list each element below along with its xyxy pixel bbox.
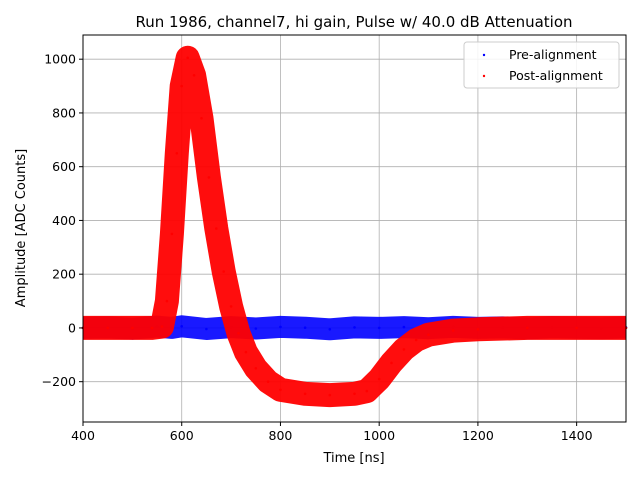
series-pre-alignment-point xyxy=(180,325,183,328)
series-post-alignment-point xyxy=(575,326,578,330)
x-tick-label: 400 xyxy=(71,428,95,443)
series-post-alignment-point xyxy=(229,305,233,308)
y-tick-label: 400 xyxy=(52,213,76,228)
series-post-alignment-point xyxy=(402,348,406,351)
series-post-alignment-point xyxy=(165,299,169,303)
series-post-alignment-point xyxy=(106,326,109,330)
series-post-alignment-point xyxy=(451,329,455,332)
series-post-alignment-point xyxy=(526,326,529,330)
series-post-alignment-point xyxy=(279,388,282,392)
x-tick-label: 800 xyxy=(269,428,293,443)
x-tick-label: 1000 xyxy=(363,428,395,443)
series-pre-alignment-point xyxy=(303,326,307,330)
series-post-alignment-point xyxy=(365,389,369,393)
x-tick-label: 1400 xyxy=(561,428,593,443)
series-post-alignment-point xyxy=(303,392,307,396)
series-post-alignment-point xyxy=(207,176,211,179)
series-post-alignment-point xyxy=(175,152,179,155)
series-post-alignment-point xyxy=(266,380,270,384)
series-pre-alignment-point xyxy=(328,328,332,331)
legend-label-post: Post-alignment xyxy=(509,68,603,83)
series-post-alignment-point xyxy=(150,326,154,330)
series-post-alignment-point xyxy=(414,338,418,342)
series-pre-alignment-point xyxy=(402,325,406,329)
y-tick-label: 1000 xyxy=(44,52,76,67)
legend-box xyxy=(463,41,620,89)
axis-ticks: 400 600 800 1000 1200 1400 −200 0 200 400 600 800 10… xyxy=(42,52,593,443)
series-post-alignment-point xyxy=(476,328,480,331)
series-pre-alignment-point xyxy=(205,327,208,331)
series-post-alignment-point xyxy=(186,56,189,60)
legend-label-pre: Pre-alignment xyxy=(509,47,597,62)
y-tick-label: 0 xyxy=(68,320,76,335)
plot-data xyxy=(81,45,628,408)
y-axis-label: Amplitude [ADC Counts] xyxy=(14,149,29,307)
legend: Pre-alignment Post-alignment xyxy=(463,41,620,89)
chart-title: Run 1986, channel7, hi gain, Pulse w/ 40… xyxy=(135,13,572,31)
series-pre-alignment-point xyxy=(279,325,282,329)
series-post-alignment-point xyxy=(215,227,218,230)
series-pre-alignment-point xyxy=(377,326,381,330)
plot-frame xyxy=(82,34,627,423)
series-post-alignment-point xyxy=(377,377,381,381)
legend-marker-post xyxy=(482,74,486,78)
series-post-alignment-point xyxy=(222,270,225,273)
series-post-alignment-point xyxy=(328,393,332,397)
series-post-alignment-point xyxy=(353,392,356,396)
series-post-alignment-point xyxy=(180,84,183,88)
series-post-alignment-point xyxy=(390,361,393,365)
y-tick-label: 800 xyxy=(52,105,76,120)
x-tick-label: 600 xyxy=(170,428,194,443)
x-axis-label: Time [ns] xyxy=(322,451,384,466)
series-post-alignment-point xyxy=(170,232,174,236)
series-post-alignment-point xyxy=(160,325,164,328)
series-pre-alignment-point xyxy=(353,326,356,329)
x-tick-label: 1200 xyxy=(462,428,494,443)
series-post-alignment-point xyxy=(131,326,134,330)
y-tick-label: 600 xyxy=(52,159,76,174)
series-post-alignment-point xyxy=(192,74,196,77)
series-post-alignment-point xyxy=(244,350,248,354)
series-post-alignment-point xyxy=(237,332,240,335)
series-post-alignment-point xyxy=(427,333,430,337)
series-pre-alignment-point xyxy=(254,327,258,330)
series-post-alignment-point xyxy=(200,117,203,120)
y-tick-label: −200 xyxy=(42,374,76,389)
legend-marker-pre xyxy=(482,53,486,57)
y-tick-label: 200 xyxy=(52,267,76,282)
series-post-alignment-point xyxy=(254,367,258,370)
